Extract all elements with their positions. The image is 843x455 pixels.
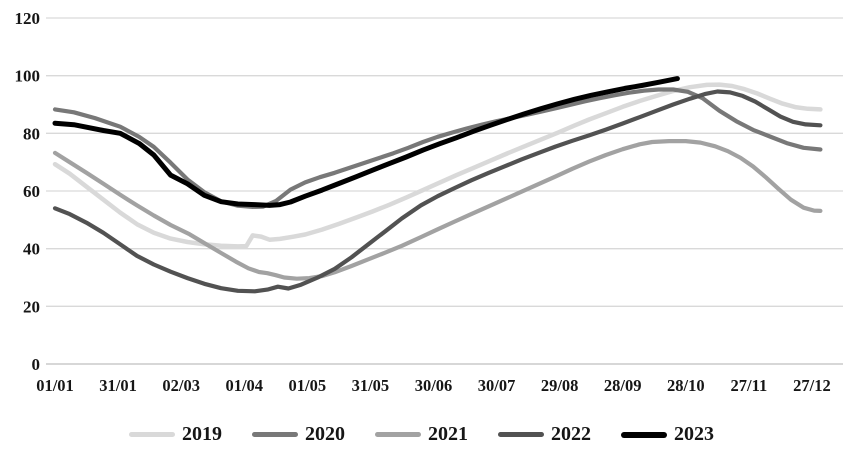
y-tick-label-60: 60	[23, 182, 40, 201]
x-tick-label-30-06: 30/06	[415, 376, 453, 395]
x-tick-label-31-01: 31/01	[99, 376, 137, 395]
legend-label-2021: 2021	[428, 423, 468, 445]
series-line-2020	[52, 87, 823, 209]
legend-label-2022: 2022	[551, 423, 591, 445]
legend-swatch-2021	[375, 432, 421, 437]
legend-item-2021: 2021	[375, 423, 468, 446]
x-tick-label-28-09: 28/09	[604, 376, 642, 395]
legend-item-2023: 2023	[621, 423, 714, 446]
x-tick-label-01-04: 01/04	[225, 376, 263, 395]
legend-label-2023: 2023	[674, 423, 714, 445]
x-tick-label-01-05: 01/05	[289, 376, 327, 395]
legend-swatch-2022	[498, 432, 544, 437]
chart-legend: 2019 2020 2021 2022 2023	[0, 423, 843, 446]
x-tick-label-29-08: 29/08	[541, 376, 579, 395]
series-line-2019	[52, 82, 823, 249]
y-tick-label-20: 20	[23, 297, 40, 316]
y-tick-label-120: 120	[15, 9, 41, 28]
x-tick-label-27-12: 27/12	[793, 376, 831, 395]
x-tick-label-27-11: 27/11	[731, 376, 768, 395]
x-tick-label-01-01: 01/01	[36, 376, 74, 395]
series-line-2023	[52, 76, 680, 208]
series-line-2022	[52, 89, 823, 294]
x-tick-label-02-03: 02/03	[162, 376, 200, 395]
legend-item-2019: 2019	[129, 423, 222, 446]
y-tick-label-0: 0	[32, 355, 41, 374]
legend-swatch-2019	[129, 432, 175, 437]
x-tick-label-28-10: 28/10	[667, 376, 705, 395]
x-axis-labels: 01/01 31/01 02/03 01/04 01/05 31/05 30/06 30/07…	[36, 376, 831, 395]
legend-label-2020: 2020	[305, 423, 345, 445]
y-tick-label-80: 80	[23, 124, 40, 143]
legend-label-2019: 2019	[182, 423, 222, 445]
legend-swatch-2020	[252, 432, 298, 437]
x-tick-label-31-05: 31/05	[352, 376, 390, 395]
y-tick-label-40: 40	[23, 240, 40, 259]
y-tick-label-100: 100	[15, 67, 41, 86]
series-line-2021	[52, 139, 823, 281]
y-axis-labels: 0 20 40 60 80 100 120	[15, 9, 41, 374]
legend-swatch-2023	[621, 431, 667, 438]
legend-item-2022: 2022	[498, 423, 591, 446]
legend-item-2020: 2020	[252, 423, 345, 446]
x-tick-label-30-07: 30/07	[478, 376, 516, 395]
